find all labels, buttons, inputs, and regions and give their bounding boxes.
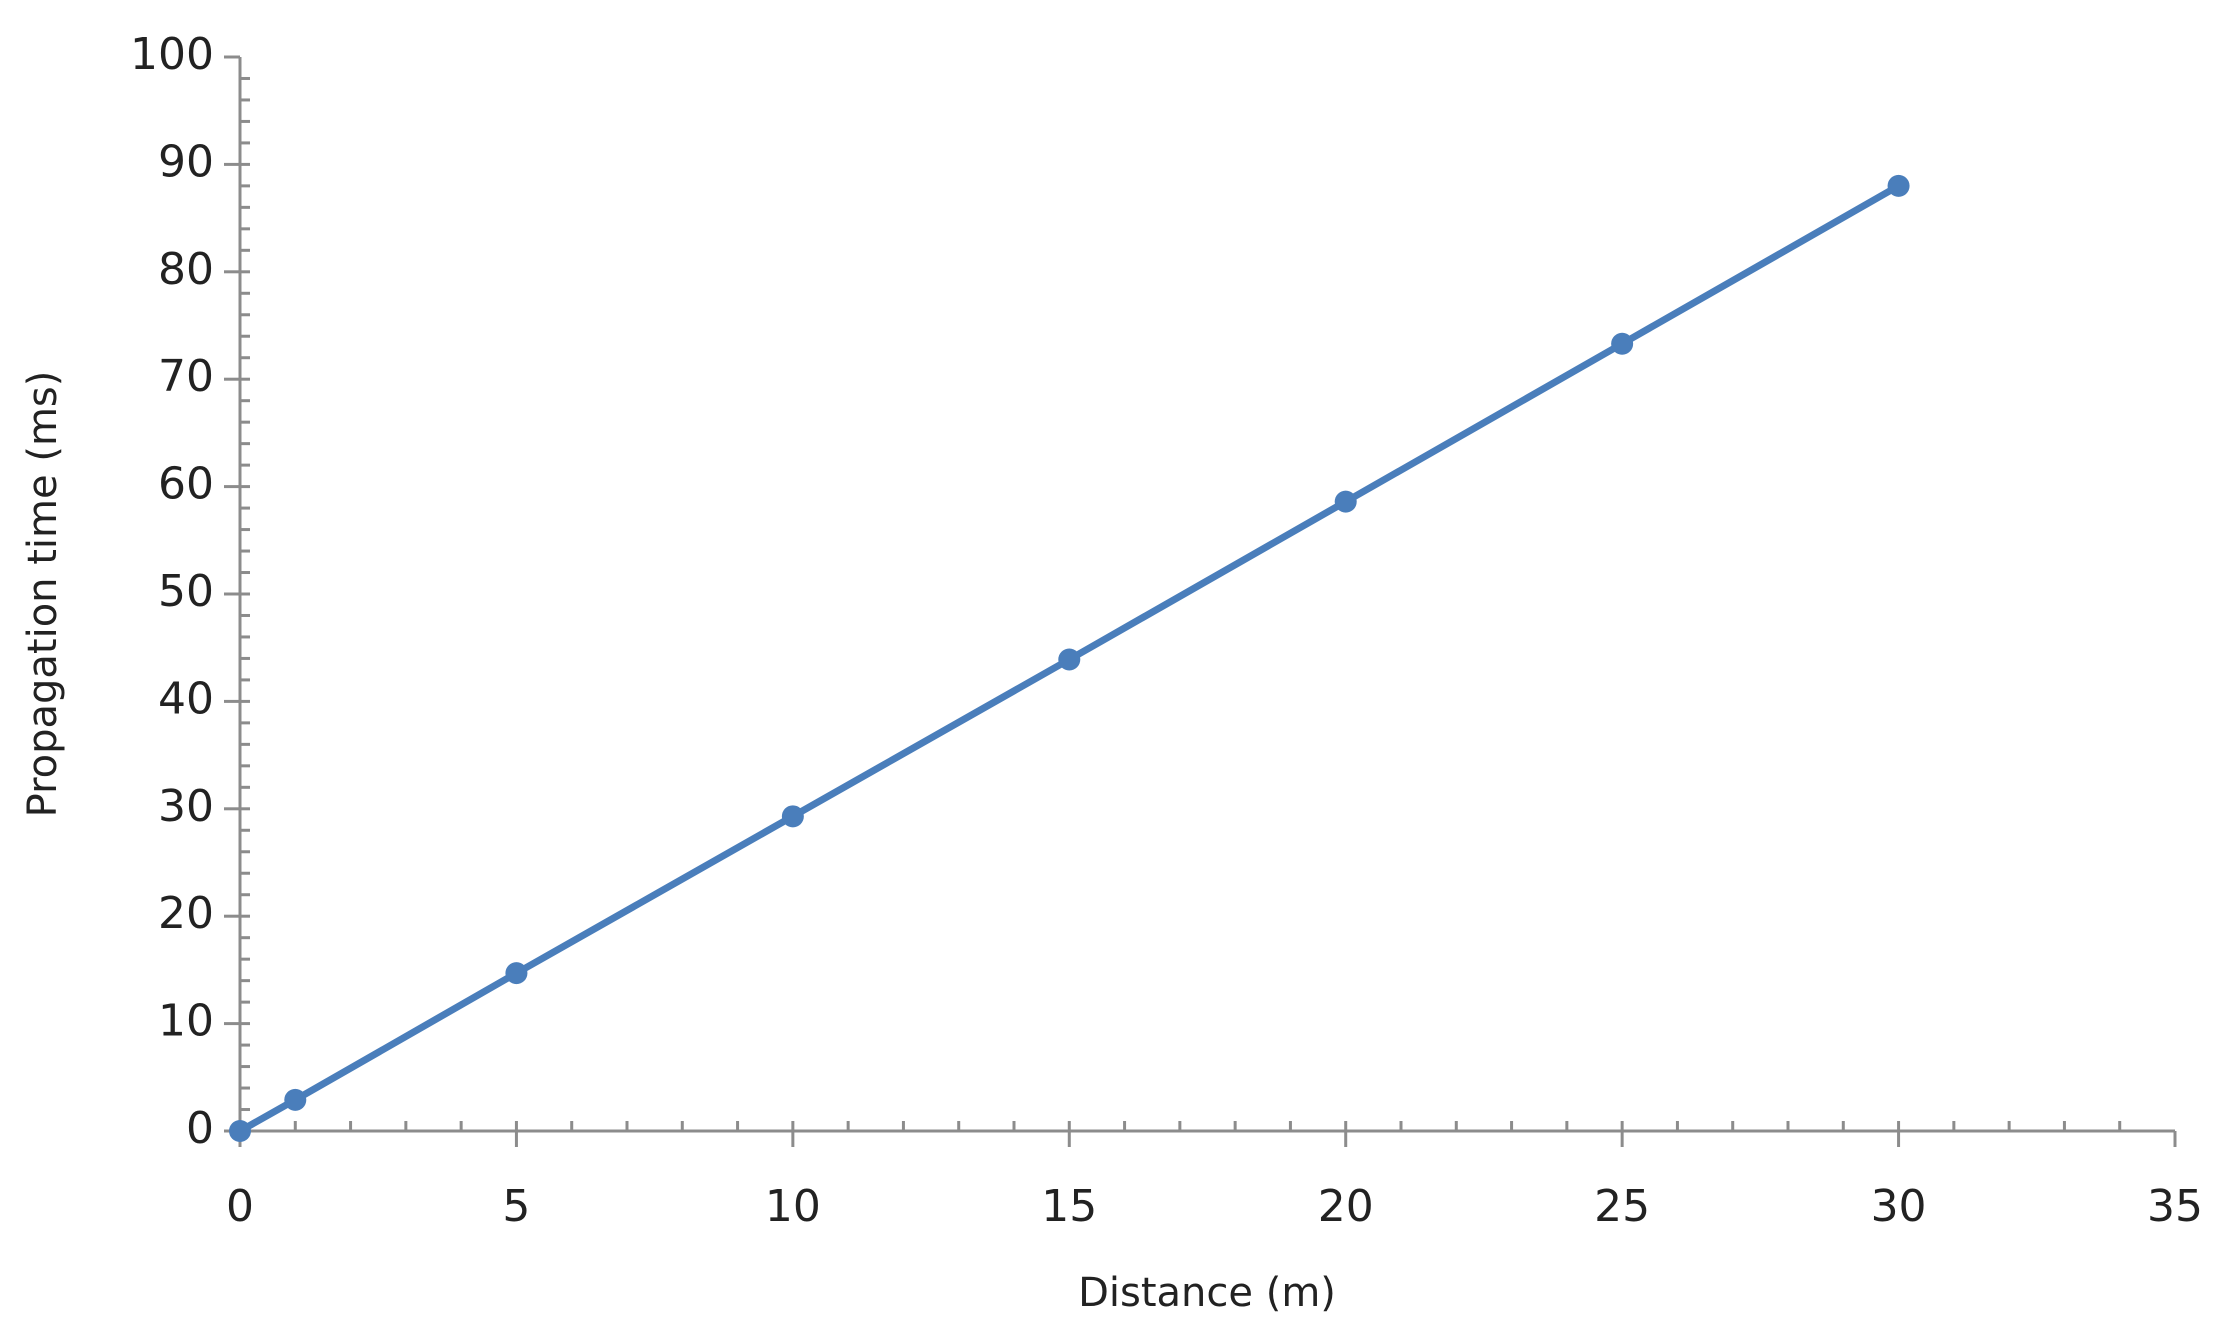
x-tick-label: 20 [1318, 1181, 1374, 1232]
data-point [284, 1088, 307, 1111]
x-tick-label: 0 [226, 1181, 254, 1232]
data-point [1058, 648, 1081, 671]
y-tick-label: 10 [158, 996, 214, 1047]
y-tick-label: 20 [158, 888, 214, 939]
y-tick-label: 70 [158, 351, 214, 402]
data-point [781, 805, 804, 828]
y-tick-label: 50 [158, 566, 214, 617]
x-tick-label: 30 [1871, 1181, 1927, 1232]
y-tick-label: 60 [158, 459, 214, 510]
y-tick-label: 80 [158, 244, 214, 295]
x-tick-label: 10 [765, 1181, 821, 1232]
y-axis-title: Propagation time (ms) [20, 371, 66, 818]
x-axis-title: Distance (m) [1078, 1270, 1336, 1316]
x-tick-label: 35 [2147, 1181, 2203, 1232]
x-tick-label: 5 [502, 1181, 530, 1232]
data-point [505, 962, 528, 985]
data-point [1887, 174, 1910, 197]
y-tick-label: 100 [130, 29, 214, 80]
data-point [229, 1120, 251, 1142]
data-line [238, 182, 1901, 1135]
data-point [1611, 332, 1634, 355]
y-tick-label: 40 [158, 673, 214, 724]
y-tick-label: 30 [158, 781, 214, 832]
y-tick-label: 0 [186, 1103, 214, 1154]
y-tick-label: 90 [158, 136, 214, 187]
x-tick-label: 25 [1594, 1181, 1650, 1232]
data-point [1334, 490, 1357, 513]
x-tick-label: 15 [1041, 1181, 1097, 1232]
